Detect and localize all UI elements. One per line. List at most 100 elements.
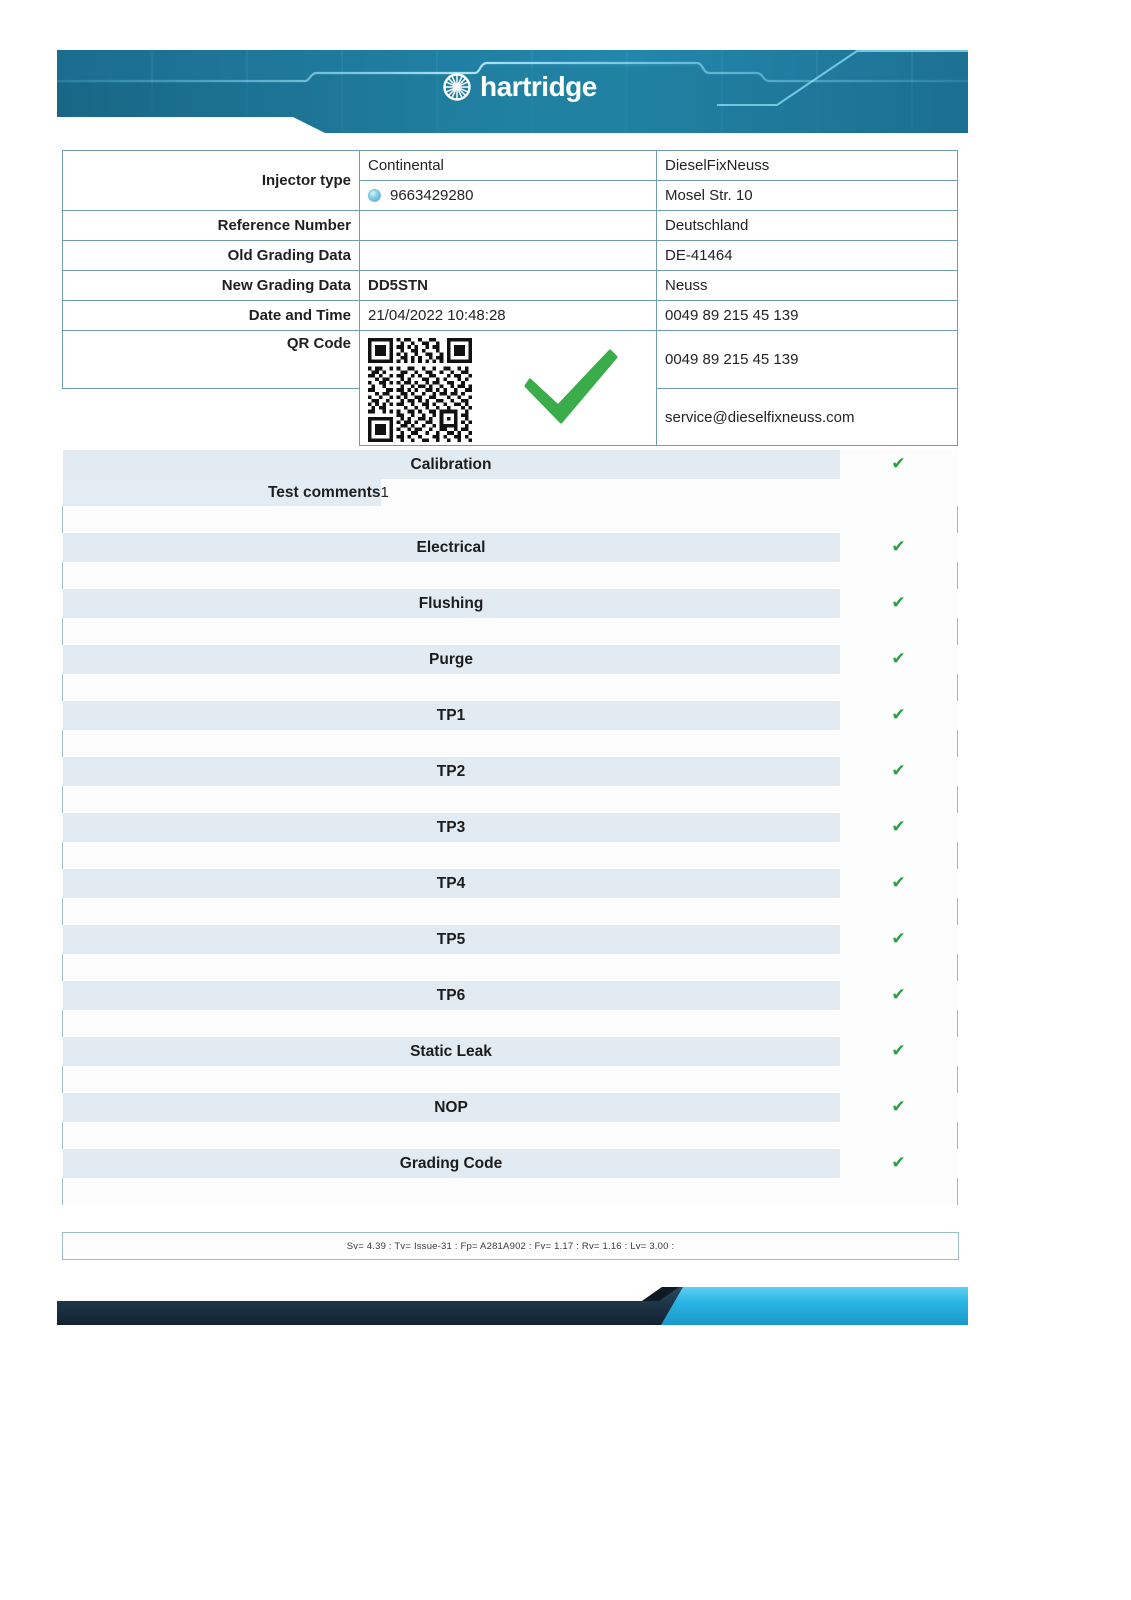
blue-dot-icon: [368, 189, 381, 202]
row-label-reference-number: Reference Number: [62, 210, 360, 241]
hartridge-wheel-icon: [443, 73, 471, 101]
check-icon: ✔: [891, 1153, 906, 1172]
gap-cell: [61, 1122, 959, 1149]
gap-cell: [61, 618, 959, 645]
qr-code-icon: [368, 338, 472, 442]
table-row: Injector type Continental DieselFixNeuss: [62, 150, 958, 211]
test-section-gap-row: [61, 730, 959, 757]
test-section-status: ✔: [839, 1093, 958, 1122]
test-section-row: Static Leak ✔: [62, 1037, 958, 1066]
header-info-table: Injector type Continental DieselFixNeuss…: [62, 150, 958, 510]
gap-cell: [61, 954, 959, 981]
cell-injector-part-number: 9663429280: [359, 180, 657, 211]
header-banner-graphic: [57, 45, 968, 133]
test-section-status: ✔: [839, 869, 958, 898]
test-section-gap-row: [61, 1010, 959, 1037]
cell-date-and-time: 21/04/2022 10:48:28: [359, 300, 657, 331]
test-section-gap-row: [61, 898, 959, 925]
test-section-row: Purge ✔: [62, 645, 958, 674]
test-section-row: TP1 ✔: [62, 701, 958, 730]
cell-old-grading-data: [359, 240, 657, 271]
cell-company-email: service@dieselfixneuss.com: [656, 388, 958, 446]
test-comments-value: 1: [380, 479, 958, 506]
test-section-status: ✔: [839, 450, 958, 479]
table-row: Date and Time 21/04/2022 10:48:28 0049 8…: [62, 300, 958, 331]
cell-company-postcode: DE-41464: [656, 240, 958, 271]
test-section-gap-row: [61, 618, 959, 645]
table-row: New Grading Data DD5STN Neuss: [62, 270, 958, 301]
cell-new-grading-data: DD5STN: [359, 270, 657, 301]
test-section-status: ✔: [839, 589, 958, 618]
check-icon: ✔: [891, 929, 906, 948]
test-section-status: ✔: [839, 701, 958, 730]
row-label-old-grading-data: Old Grading Data: [62, 240, 360, 271]
test-section-title: Static Leak: [62, 1037, 840, 1066]
test-section-status: ✔: [839, 981, 958, 1010]
test-section-title: TP5: [62, 925, 840, 954]
test-section-title: Calibration: [62, 450, 840, 479]
test-section-gap-row: [61, 954, 959, 981]
brand-lockup: hartridge: [442, 71, 597, 103]
test-section-title: Purge: [62, 645, 840, 674]
test-section-gap-row: [61, 786, 959, 813]
test-section-title: TP6: [62, 981, 840, 1010]
gap-cell: [61, 506, 959, 533]
check-icon: ✔: [891, 985, 906, 1004]
test-section-status: ✔: [839, 757, 958, 786]
test-section-row: TP6 ✔: [62, 981, 958, 1010]
test-section-row: NOP ✔: [62, 1093, 958, 1122]
gap-cell: [61, 1066, 959, 1093]
footer-banner: [57, 1283, 968, 1325]
test-results-table: Calibration ✔ Test comments 1 Electrical ✔ Flu…: [61, 450, 959, 1205]
test-comments-row: Test comments 1: [62, 479, 958, 506]
table-row: Old Grading Data DE-41464: [62, 240, 958, 271]
table-row: QR Code: [62, 329, 958, 446]
test-section-row: Calibration ✔: [62, 450, 958, 479]
test-section-row: Flushing ✔: [62, 589, 958, 618]
check-icon: ✔: [891, 817, 906, 836]
test-section-row: TP5 ✔: [62, 925, 958, 954]
gap-cell: [61, 1010, 959, 1037]
gap-cell: [61, 730, 959, 757]
check-icon: ✔: [891, 873, 906, 892]
gap-cell: [61, 674, 959, 701]
summary-footer-text: Sv= 4.39 : Tv= Issue-31 : Fp= A281A902 :…: [346, 1240, 675, 1252]
test-section-title: NOP: [62, 1093, 840, 1122]
test-section-gap-row: [61, 562, 959, 589]
test-section-status: ✔: [839, 1037, 958, 1066]
cell-reference-number: [359, 210, 657, 241]
cell-qr-code: [359, 330, 657, 446]
test-section-status: ✔: [839, 813, 958, 842]
test-section-gap-row: [61, 674, 959, 701]
row-label-new-grading-data: New Grading Data: [62, 270, 360, 301]
test-section-row: TP4 ✔: [62, 869, 958, 898]
gap-cell: [61, 842, 959, 869]
row-label-qr-code: QR Code: [62, 329, 360, 390]
table-row: Reference Number Deutschland: [62, 210, 958, 241]
test-section-row: Electrical ✔: [62, 533, 958, 562]
cell-company-name: DieselFixNeuss: [656, 150, 958, 181]
header-banner: hartridge: [57, 45, 968, 133]
gap-cell: [61, 1178, 959, 1205]
row-label-date-and-time: Date and Time: [62, 300, 360, 331]
test-section-title: Electrical: [62, 533, 840, 562]
cell-company-phone-2: 0049 89 215 45 139: [656, 329, 958, 390]
cell-company-street: Mosel Str. 10: [656, 180, 958, 211]
test-section-title: Grading Code: [62, 1149, 840, 1178]
row-label-injector-type: Injector type: [62, 150, 360, 211]
gap-cell: [61, 562, 959, 589]
cell-company-country: Deutschland: [656, 210, 958, 241]
check-icon: ✔: [891, 1097, 906, 1116]
test-section-status: ✔: [839, 533, 958, 562]
cell-company-phone-1: 0049 89 215 45 139: [656, 300, 958, 331]
test-section-gap-row: [61, 842, 959, 869]
test-section-row: TP2 ✔: [62, 757, 958, 786]
footer-banner-graphic: [57, 1287, 968, 1325]
table-row: service@dieselfixneuss.com: [63, 388, 958, 446]
check-icon: ✔: [891, 593, 906, 612]
test-section-title: TP3: [62, 813, 840, 842]
check-icon: ✔: [891, 705, 906, 724]
summary-footer-line: Sv= 4.39 : Tv= Issue-31 : Fp= A281A902 :…: [62, 1232, 959, 1260]
test-section-row: TP3 ✔: [62, 813, 958, 842]
